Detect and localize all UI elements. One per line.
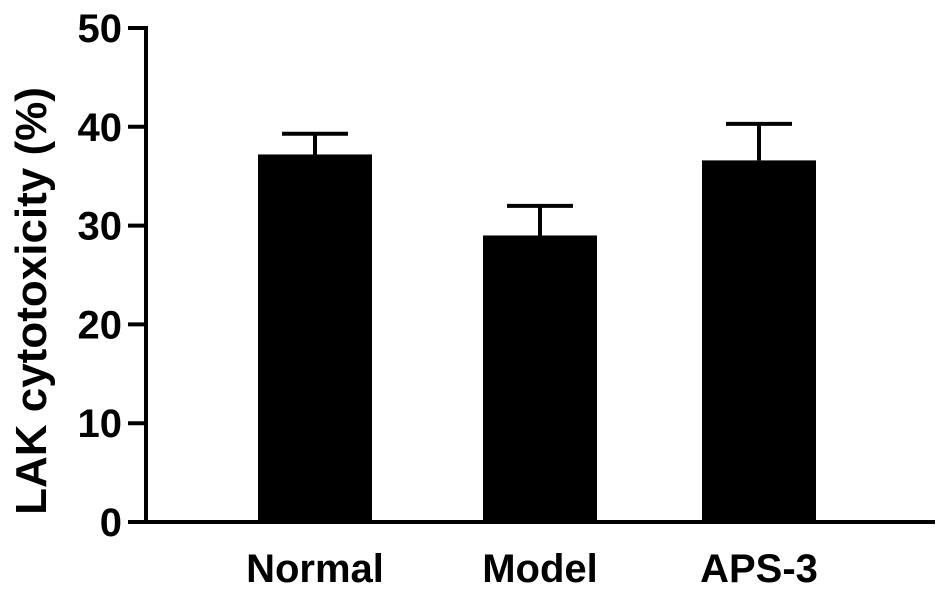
y-tick-label: 30 [78,205,123,249]
bar-aps-3 [702,160,816,522]
error-bars [282,121,792,236]
x-tick-label: Model [482,547,598,591]
y-ticks: 0 10 20 30 40 50 [78,7,146,545]
x-tick-label: Normal [246,547,384,591]
x-tick-label: APS-3 [700,547,818,591]
axes [144,26,935,524]
bars [258,154,816,523]
y-tick-label: 40 [78,106,123,150]
y-tick-label: 20 [78,303,123,347]
bar-model [483,235,597,523]
x-tick-labels: Normal Model APS-3 [246,547,818,591]
y-tick-label: 50 [78,7,123,51]
bar-normal [258,154,372,523]
y-axis-title: LAK cytotoxicity (%) [7,87,56,515]
y-tick-label: 0 [100,501,122,545]
y-tick-label: 10 [78,402,123,446]
